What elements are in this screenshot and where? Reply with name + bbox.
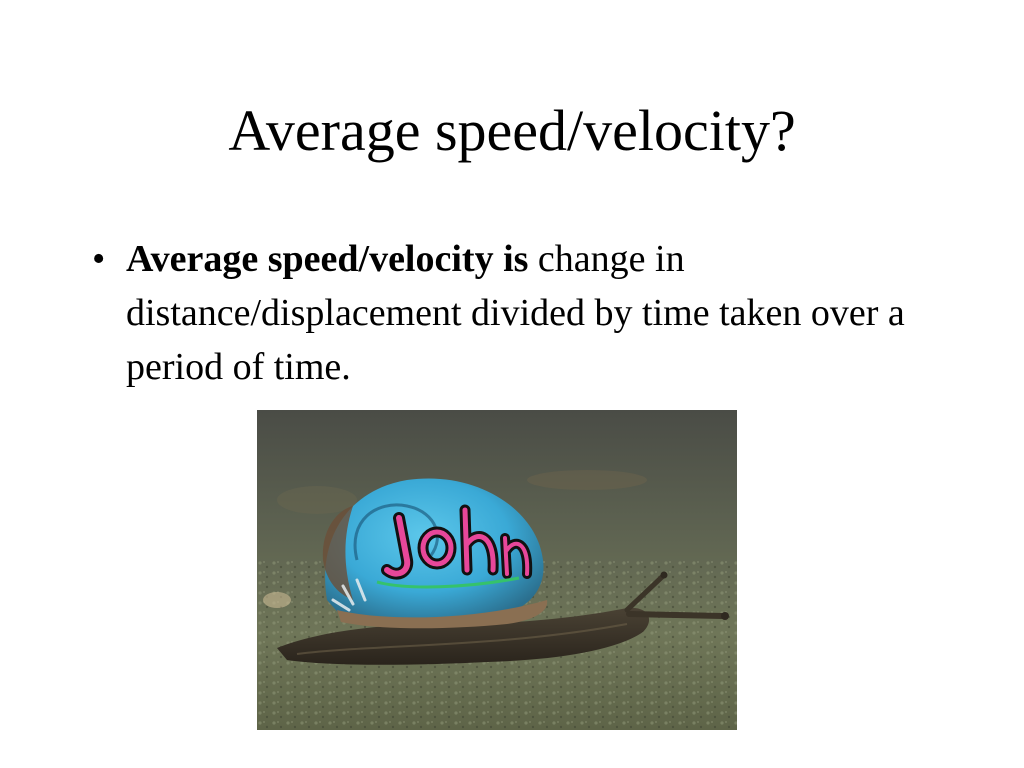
snail-body <box>277 571 729 665</box>
bullet-definition: change in distance/displacement divided … <box>126 238 905 388</box>
bullet-marker: • <box>92 238 106 280</box>
graffiti-tag <box>376 504 533 589</box>
bullet-item: • Average speed/velocity is change in di… <box>92 232 972 394</box>
snail-photo <box>257 410 737 730</box>
snail-shell <box>322 478 548 629</box>
bullet-bold-term: Average speed/velocity is <box>126 238 529 280</box>
bullet-list: • Average speed/velocity is change in di… <box>92 232 972 394</box>
slide-title: Average speed/velocity? <box>228 98 796 163</box>
